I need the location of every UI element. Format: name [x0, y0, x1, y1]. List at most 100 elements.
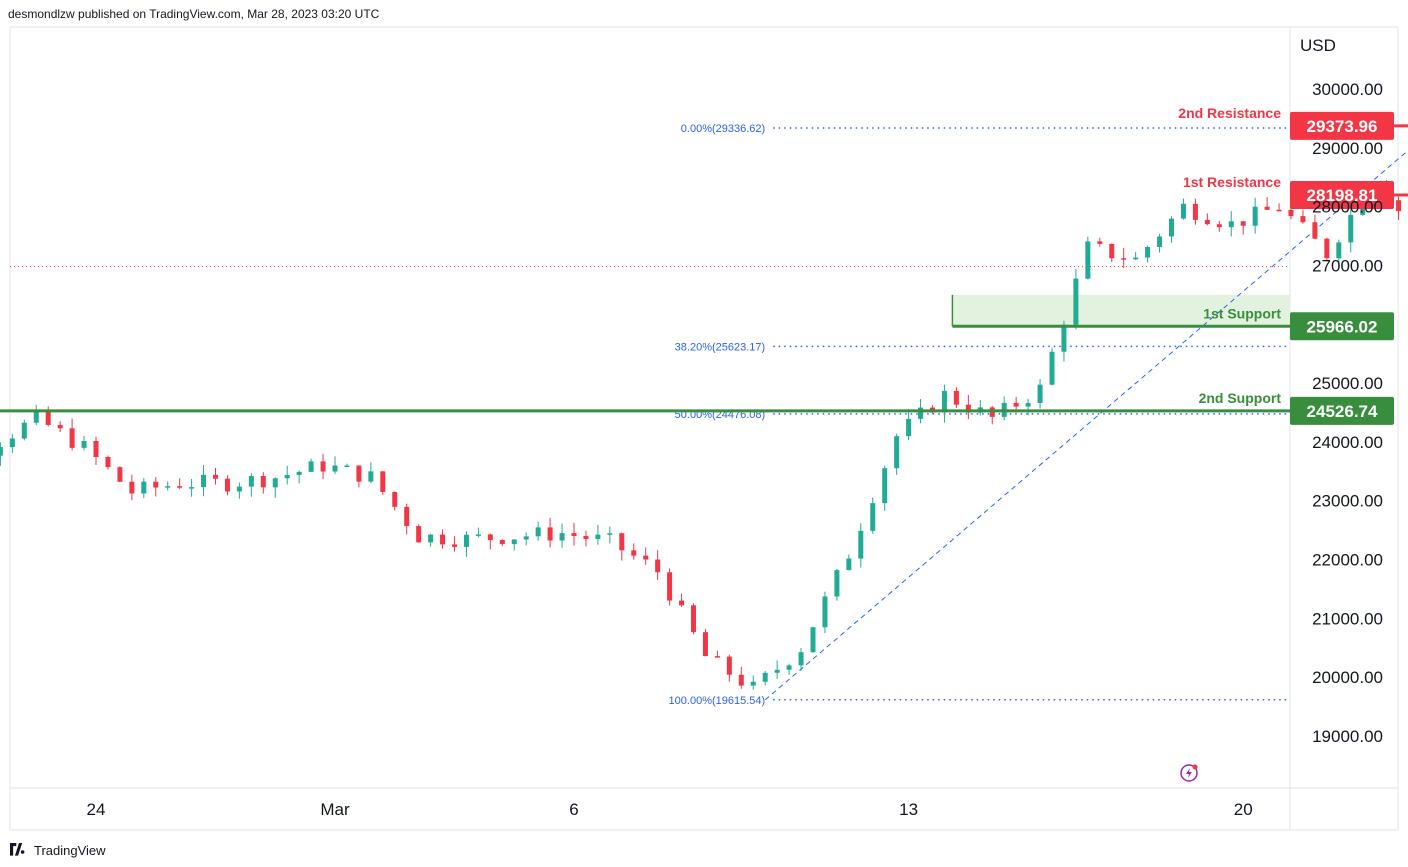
- resistance-price-badge: [1290, 180, 1394, 209]
- candle-body: [1037, 384, 1043, 403]
- candle-body: [511, 539, 517, 545]
- candle-body: [870, 503, 876, 531]
- candle-body: [822, 596, 828, 628]
- candle-body: [846, 558, 852, 571]
- candle-body: [1252, 206, 1258, 226]
- candle-body: [726, 656, 732, 675]
- candle-body: [21, 422, 27, 439]
- chart-border: [9, 26, 1399, 831]
- candle-body: [57, 424, 63, 429]
- candle-body: [595, 534, 601, 539]
- chart-frame: [9, 26, 1399, 831]
- candle-body: [499, 539, 505, 545]
- y-tick-label: 28000.00: [1312, 198, 1383, 217]
- y-tick-label: 22000.00: [1312, 551, 1383, 570]
- resistance-price-badge: [1290, 111, 1394, 140]
- footer-brand-label: TradingView: [34, 842, 106, 858]
- candle-body: [918, 407, 924, 419]
- candle-body: [1085, 241, 1091, 279]
- y-tick-label: 29000.00: [1312, 139, 1383, 158]
- candle-body: [416, 526, 422, 543]
- candle-body: [368, 471, 374, 482]
- candle-body: [81, 441, 87, 448]
- candle-body: [141, 481, 147, 494]
- candle-body: [1228, 221, 1234, 228]
- candle-body: [1121, 258, 1127, 260]
- candle-body: [1180, 203, 1186, 219]
- candle-body: [607, 533, 613, 535]
- candle-body: [1288, 209, 1294, 217]
- candle-body: [535, 527, 541, 537]
- candle-body: [691, 605, 696, 633]
- support-price-badge: [1290, 396, 1394, 425]
- candle-body: [631, 550, 637, 556]
- y-tick-label: 20000.00: [1312, 668, 1383, 687]
- lightning-icon-ring: [1180, 764, 1198, 782]
- candle-body: [153, 481, 159, 488]
- candle-body: [894, 436, 900, 469]
- resistance-level-label: 1st Resistance: [1183, 174, 1281, 190]
- candle-body: [1240, 221, 1246, 226]
- fib-trend-line: [764, 149, 1408, 701]
- candle-body: [965, 404, 971, 413]
- candle-body: [953, 390, 959, 405]
- candle-body: [655, 559, 661, 573]
- x-tick-label: 24: [87, 800, 106, 819]
- candle-body: [440, 534, 446, 545]
- trend-line: [764, 149, 1408, 701]
- y-tick-label: 24000.00: [1312, 433, 1383, 452]
- support-price-badge-label: 24526.74: [1307, 402, 1378, 421]
- support-price-badge: [1290, 312, 1394, 341]
- fibonacci-retracement: 0.00%(29336.62)38.20%(25623.17)50.00%(24…: [669, 123, 1290, 707]
- y-tick-label: 23000.00: [1312, 492, 1383, 511]
- fib-level-label: 38.20%(25623.17): [675, 341, 766, 353]
- x-tick-label: 13: [899, 800, 918, 819]
- candle-body: [1097, 241, 1103, 244]
- candle-body: [1109, 243, 1115, 259]
- candle-body: [260, 475, 266, 488]
- candle-body: [571, 533, 577, 537]
- candle-body: [643, 555, 649, 560]
- candle-body: [1204, 219, 1210, 225]
- candle-body: [1360, 203, 1366, 215]
- candle-body: [201, 474, 207, 488]
- candle-body: [320, 461, 326, 472]
- fib-level-label: 0.00%(29336.62): [681, 123, 765, 135]
- support-resistance-levels: 2nd Resistance 29373.96 1st Resistance 2819…: [0, 105, 1408, 425]
- candle-body: [714, 656, 720, 658]
- footer-brand: TradingView: [8, 840, 106, 860]
- notification-dot: [1192, 764, 1198, 770]
- candle-body: [33, 409, 39, 423]
- candle-body: [129, 481, 135, 494]
- support-price-badge-label: 25966.02: [1307, 317, 1378, 336]
- candle-body: [475, 534, 481, 536]
- candle-body: [356, 465, 362, 482]
- candle-body: [667, 572, 673, 601]
- candle-body: [93, 441, 99, 458]
- candle-body: [1169, 218, 1174, 237]
- candle-body: [1025, 402, 1031, 407]
- y-tick-label: 30000.00: [1312, 80, 1383, 99]
- candle-body: [463, 534, 469, 547]
- y-tick-label: 27000.00: [1312, 256, 1383, 275]
- x-tick-label: 6: [569, 800, 578, 819]
- candle-body: [941, 390, 947, 413]
- candle-body: [858, 530, 864, 559]
- candle-body: [428, 534, 434, 543]
- candle-body: [1348, 214, 1354, 243]
- candle-body: [906, 418, 912, 437]
- candle-body: [834, 570, 840, 597]
- currency-label: USD: [1300, 36, 1336, 55]
- candle-body: [344, 465, 350, 467]
- candle-body: [177, 486, 183, 488]
- candle-body: [679, 600, 685, 606]
- candle-body: [487, 534, 493, 540]
- candle-body: [1276, 209, 1282, 212]
- fib-level-label: 100.00%(19615.54): [669, 695, 766, 707]
- y-tick-label: 25000.00: [1312, 374, 1383, 393]
- candle-body: [296, 471, 302, 476]
- lightning-icon[interactable]: [1180, 764, 1198, 782]
- candle-body: [308, 461, 314, 472]
- candle-body: [1061, 324, 1067, 352]
